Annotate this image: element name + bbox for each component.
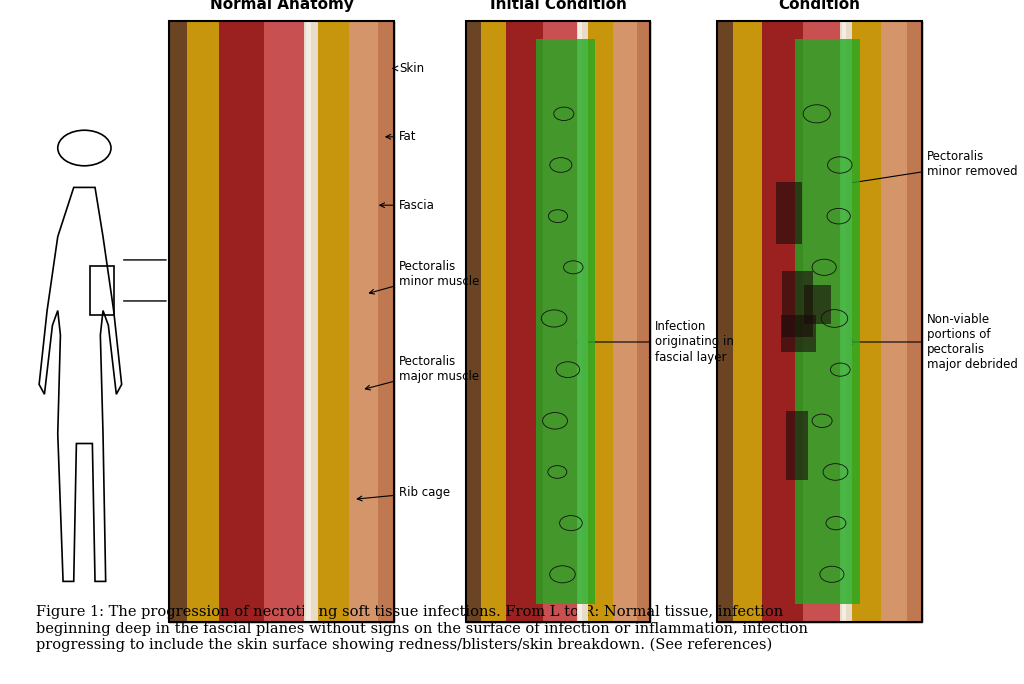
Polygon shape — [169, 21, 191, 622]
Polygon shape — [842, 21, 846, 622]
Polygon shape — [306, 21, 311, 622]
Polygon shape — [313, 21, 353, 622]
Polygon shape — [349, 21, 383, 622]
FancyBboxPatch shape — [466, 21, 650, 622]
Text: Normal Anatomy: Normal Anatomy — [210, 0, 353, 12]
FancyBboxPatch shape — [169, 21, 394, 622]
Polygon shape — [379, 21, 394, 622]
FancyBboxPatch shape — [804, 285, 830, 324]
Polygon shape — [577, 21, 588, 622]
FancyBboxPatch shape — [717, 21, 922, 622]
Text: Fat: Fat — [386, 130, 417, 144]
FancyBboxPatch shape — [780, 315, 816, 352]
Bar — [90, 266, 114, 315]
Polygon shape — [907, 21, 922, 622]
Bar — [466, 21, 650, 622]
FancyBboxPatch shape — [776, 182, 802, 244]
Polygon shape — [187, 21, 225, 622]
Text: Pectoralis
minor removed: Pectoralis minor removed — [844, 150, 1018, 185]
Text: Fascia: Fascia — [380, 198, 435, 212]
Polygon shape — [579, 21, 582, 622]
Text: Skin: Skin — [393, 62, 425, 75]
Polygon shape — [584, 21, 617, 622]
Polygon shape — [848, 21, 885, 622]
FancyBboxPatch shape — [785, 411, 808, 480]
Text: Non-viable
portions of
pectoralis
major debrided: Non-viable portions of pectoralis major … — [848, 313, 1018, 371]
Bar — [169, 21, 394, 622]
Polygon shape — [544, 21, 581, 622]
Bar — [717, 21, 922, 622]
Polygon shape — [717, 21, 737, 622]
Polygon shape — [762, 21, 809, 622]
Polygon shape — [466, 21, 484, 622]
Text: Figure 1: The progression of necrotizing soft tissue infections. From L to R: No: Figure 1: The progression of necrotizing… — [36, 605, 808, 653]
Polygon shape — [840, 21, 852, 622]
Polygon shape — [803, 21, 844, 622]
Polygon shape — [637, 21, 650, 622]
Text: Pectoralis
minor muscle: Pectoralis minor muscle — [370, 260, 479, 294]
Bar — [169, 21, 394, 622]
Text: Rib cage: Rib cage — [357, 486, 451, 501]
Text: Pectoralis
major muscle: Pectoralis major muscle — [366, 356, 479, 390]
FancyBboxPatch shape — [782, 272, 813, 337]
Polygon shape — [733, 21, 768, 622]
Polygon shape — [480, 21, 512, 622]
Text: Eventual
Condition: Eventual Condition — [778, 0, 860, 12]
Text: Infection
originating in
fascial layer: Infection originating in fascial layer — [577, 321, 734, 363]
Polygon shape — [263, 21, 308, 622]
Polygon shape — [304, 21, 317, 622]
Bar — [717, 21, 922, 622]
Polygon shape — [507, 21, 549, 622]
FancyBboxPatch shape — [536, 38, 595, 605]
Polygon shape — [613, 21, 641, 622]
Bar — [466, 21, 650, 622]
Text: Initial Condition: Initial Condition — [489, 0, 627, 12]
Polygon shape — [881, 21, 911, 622]
Polygon shape — [218, 21, 270, 622]
FancyBboxPatch shape — [795, 38, 860, 605]
